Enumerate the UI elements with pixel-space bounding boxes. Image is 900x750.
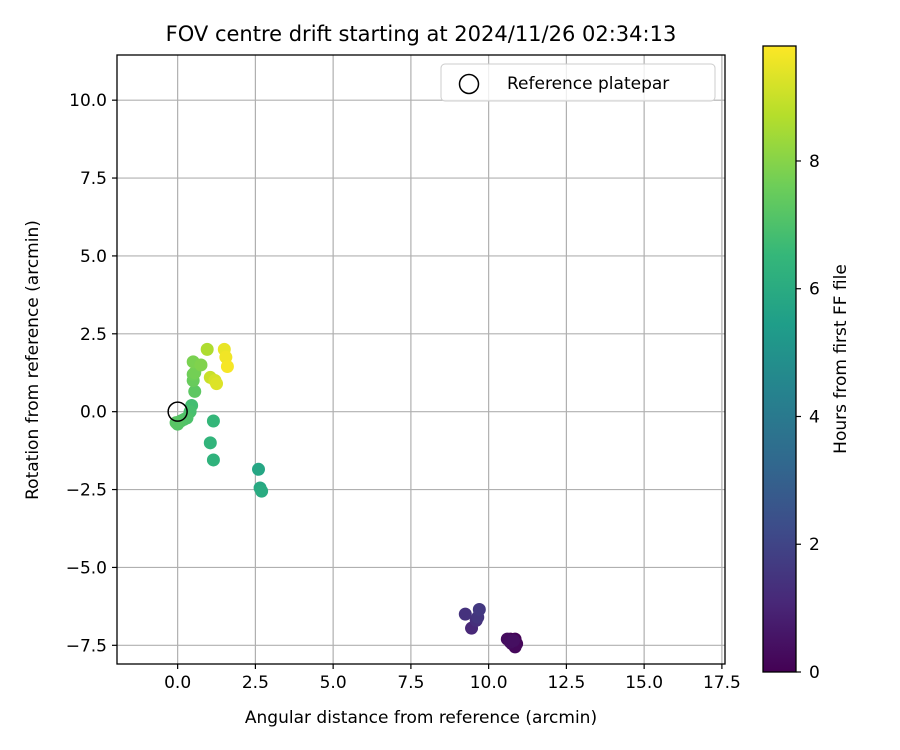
- legend-box: [440, 63, 716, 102]
- scatter-points: [169, 342, 524, 654]
- colorbar: [762, 45, 797, 673]
- data-point: [194, 358, 208, 372]
- grid-lines: [117, 55, 725, 664]
- x-tick-label: 10.0: [470, 673, 508, 693]
- y-tick-label: 0.0: [80, 403, 107, 423]
- y-tick-label: −2.5: [66, 481, 107, 501]
- x-tick-label: 15.0: [625, 673, 663, 693]
- data-point: [458, 607, 472, 621]
- chart-title: FOV centre drift starting at 2024/11/26 …: [166, 22, 677, 46]
- data-point: [200, 342, 214, 356]
- data-point: [210, 377, 224, 391]
- data-point: [255, 484, 269, 498]
- colorbar-tick-label: 4: [809, 407, 820, 427]
- y-tick-label: 5.0: [80, 247, 107, 267]
- data-point: [188, 384, 202, 398]
- x-tick-label: 0.0: [164, 673, 191, 693]
- colorbar-tick-label: 6: [809, 280, 820, 300]
- reference-platepar-marker: [167, 401, 188, 422]
- colorbar-tick-label: 0: [809, 663, 820, 683]
- data-point: [203, 436, 217, 450]
- colorbar-tick-label: 2: [809, 535, 820, 555]
- x-tick-label: 2.5: [242, 673, 269, 693]
- data-point: [507, 634, 521, 648]
- y-tick-label: −7.5: [66, 636, 107, 656]
- x-tick-label: 12.5: [547, 673, 585, 693]
- x-tick-label: 5.0: [320, 673, 347, 693]
- colorbar-label: Hours from first FF file: [831, 264, 851, 454]
- data-point: [252, 462, 266, 476]
- y-tick-label: 7.5: [80, 169, 107, 189]
- data-point: [220, 360, 234, 374]
- data-point: [472, 602, 486, 616]
- data-point: [206, 453, 220, 467]
- legend: Reference platepar: [440, 63, 716, 102]
- data-point: [206, 414, 220, 428]
- legend-entry-reference-platepar: Reference platepar: [507, 74, 669, 94]
- y-tick-label: −5.0: [66, 558, 107, 578]
- y-tick-label: 2.5: [80, 325, 107, 345]
- colorbar-ticks: 0 2 4 6 8: [796, 152, 820, 683]
- y-tick-label: 10.0: [69, 91, 107, 111]
- x-axis-label: Angular distance from reference (arcmin): [245, 708, 597, 728]
- x-tick-label: 7.5: [397, 673, 424, 693]
- y-axis-ticks: −7.5 −5.0 −2.5 0.0 2.5 5.0 7.5 10.0: [66, 91, 117, 656]
- x-tick-label: 17.5: [703, 673, 741, 693]
- x-axis-ticks: 0.0 2.5 5.0 7.5 10.0 12.5 15.0 17.5: [164, 664, 741, 693]
- y-axis-label: Rotation from reference (arcmin): [23, 220, 43, 500]
- plot-frame: [116, 54, 726, 665]
- colorbar-tick-label: 8: [809, 152, 820, 172]
- legend-open-circle-icon: [458, 73, 480, 95]
